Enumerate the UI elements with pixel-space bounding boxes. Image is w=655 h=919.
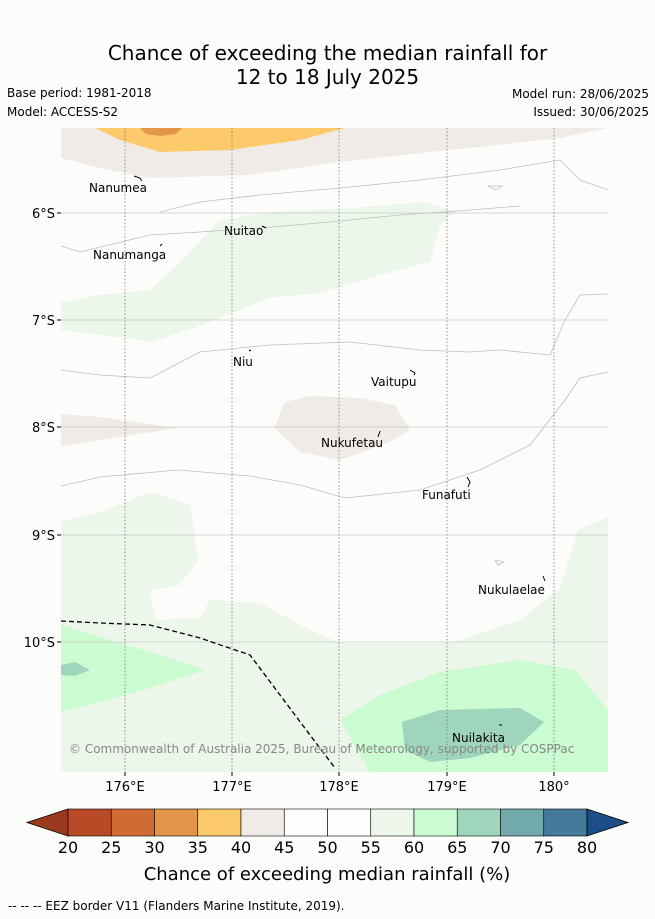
contour-line-6 — [494, 559, 506, 566]
contour-40-45-west — [61, 414, 178, 447]
lat-label: 10°S — [24, 636, 55, 651]
contour-65-70-southeast — [402, 708, 544, 762]
island-nanumea — [133, 175, 143, 182]
label-funafuti: Funafuti — [422, 488, 471, 502]
colorbar-cell — [197, 808, 242, 837]
island-vaitupu — [409, 369, 416, 376]
lat-label: 8°S — [32, 421, 55, 436]
contour-line-4 — [61, 371, 608, 499]
model-name: Model: ACCESS-S2 — [7, 105, 119, 119]
map-title-line1: Chance of exceeding the median rainfall … — [107, 41, 548, 65]
label-nanumanga: Nanumanga — [93, 248, 166, 262]
island-funafuti — [466, 476, 471, 488]
colorbar-tick-label: 60 — [404, 838, 424, 857]
label-nanumea: Nanumea — [89, 181, 147, 195]
lon-gridlines — [124, 128, 555, 772]
colorbar-tick-label: 25 — [101, 838, 121, 857]
contour-30-35-north — [140, 128, 182, 136]
lon-ticks — [124, 772, 555, 776]
base-period: Base period: 1981-2018 — [7, 86, 152, 100]
lon-label: 176°E — [105, 780, 145, 795]
colorbar-cell — [543, 808, 588, 837]
map-title-line2: 12 to 18 July 2025 — [235, 65, 420, 89]
label-vaitupu: Vaitupu — [371, 375, 417, 389]
contour-line-2 — [61, 205, 521, 253]
colorbar-cell — [327, 808, 372, 837]
lon-labels: 176°E 177°E 178°E 179°E 180° — [105, 780, 569, 795]
colorbar-tick-label: 50 — [317, 838, 337, 857]
label-nuitao: Nuitao — [224, 224, 263, 238]
lat-gridlines — [61, 212, 608, 643]
colorbar-tick-label: 20 — [58, 838, 78, 857]
colorbar-cell — [67, 808, 112, 837]
colorbar-tick-label: 45 — [274, 838, 294, 857]
label-nuilakita: Nuilakita — [452, 731, 505, 745]
place-labels: Nanumea Nuitao Nanumanga Niu Vaitupu Nuk… — [89, 181, 545, 745]
lon-label: 180° — [538, 780, 569, 795]
colorbar-cell — [110, 808, 155, 837]
lon-label: 179°E — [427, 780, 467, 795]
colorbar-tick-label: 40 — [231, 838, 251, 857]
issued-date: Issued: 30/06/2025 — [533, 105, 649, 119]
contour-55-60-central — [61, 202, 456, 342]
colorbar-cell — [500, 808, 545, 837]
colorbar-tick-label: 55 — [361, 838, 381, 857]
label-nukufetau: Nukufetau — [321, 436, 383, 450]
colorbar-tick-label: 30 — [144, 838, 164, 857]
lat-labels: 6°S 7°S 8°S 9°S 10°S — [24, 207, 55, 651]
label-nukulaelae: Nukulaelae — [478, 583, 545, 597]
colorbar-over-arrow — [586, 808, 630, 837]
model-run: Model run: 28/06/2025 — [511, 87, 649, 101]
colorbar-tick-label: 35 — [188, 838, 208, 857]
colorbar-tick-label: 80 — [577, 838, 597, 857]
colorbar-cell — [240, 808, 285, 837]
islands — [133, 175, 546, 726]
island-niu — [248, 349, 252, 352]
colorbar-tick-label: 70 — [490, 838, 510, 857]
eez-legend: -- -- -- EEZ border V11 (Flanders Marine… — [8, 899, 345, 913]
island-nanumanga — [159, 243, 163, 247]
copyright-notice: © Commonwealth of Australia 2025, Bureau… — [69, 742, 574, 756]
colorbar-label: Chance of exceeding median rainfall (%) — [144, 864, 511, 885]
island-nukufetau — [377, 430, 381, 438]
contour-60-65-southwest — [61, 625, 205, 712]
island-nukulaelae — [542, 575, 546, 582]
colorbar-tick-label: 65 — [447, 838, 467, 857]
colorbar-cell — [456, 808, 501, 837]
map-area — [61, 128, 608, 772]
contour-40-45-central — [274, 396, 410, 460]
colorbar-cell — [283, 808, 328, 837]
contour-line-5 — [487, 185, 504, 191]
contour-65-70-southwest — [61, 662, 90, 676]
island-nuitao — [261, 225, 267, 229]
colorbar-tick-label: 75 — [534, 838, 554, 857]
colorbar-under-arrow — [25, 808, 69, 837]
lon-label: 177°E — [212, 780, 252, 795]
lat-label: 7°S — [32, 314, 55, 329]
lat-label: 6°S — [32, 207, 55, 222]
colorbar-cell — [154, 808, 199, 837]
label-niu: Niu — [233, 355, 253, 369]
lat-ticks — [57, 212, 61, 643]
lat-label: 9°S — [32, 529, 55, 544]
contour-line-1 — [159, 159, 608, 213]
colorbar-cell — [370, 808, 415, 837]
colorbar-cell — [413, 808, 458, 837]
colorbar: 20 25 30 35 40 45 50 55 60 65 70 75 80 — [25, 808, 630, 857]
lon-label: 178°E — [319, 780, 359, 795]
